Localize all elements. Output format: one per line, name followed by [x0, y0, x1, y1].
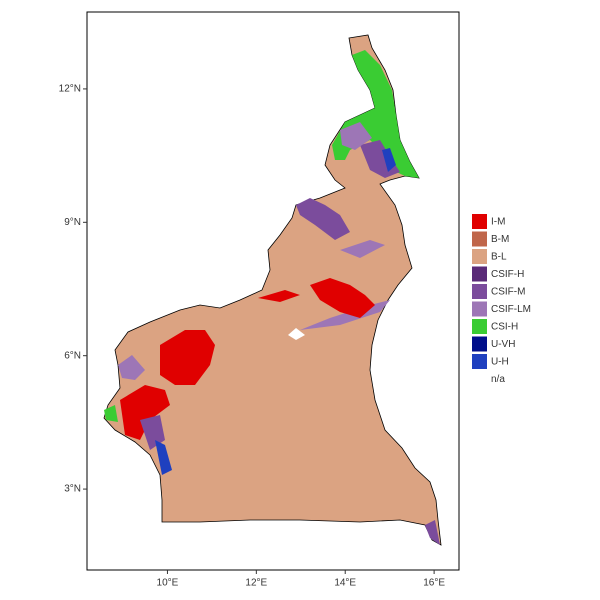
legend-swatch	[472, 336, 487, 352]
legend-label: n/a	[491, 374, 505, 385]
legend-label: CSI-H	[491, 322, 518, 333]
x-tick-label: 12°E	[245, 578, 267, 589]
area-csif-m	[140, 415, 165, 450]
legend-swatch	[472, 231, 487, 247]
legend-swatch	[472, 371, 487, 387]
legend-swatch	[472, 284, 487, 299]
x-tick-label: 14°E	[334, 578, 356, 589]
legend-label: U-H	[491, 357, 509, 368]
legend-swatch	[472, 266, 487, 282]
legend-swatch	[472, 301, 487, 317]
legend-swatch	[472, 214, 487, 229]
country-map	[103, 34, 442, 546]
legend-swatch	[472, 249, 487, 264]
area-na	[288, 328, 305, 340]
area-csif-lm	[340, 122, 372, 150]
area-csif-m	[425, 520, 440, 545]
y-tick-label: 3°N	[64, 484, 81, 495]
land-bl	[103, 34, 442, 546]
area-csif-lm	[340, 240, 385, 258]
area-csif-m	[296, 198, 350, 240]
legend-label: U-VH	[491, 339, 515, 350]
y-tick-label: 12°N	[59, 84, 81, 95]
legend: I-M B-M B-L CSIF-H CSIF-M CSIF-LM CSI-H U-VH U-H…	[472, 214, 531, 387]
y-tick-label: 9°N	[64, 217, 81, 228]
area-csif-lm	[118, 355, 145, 380]
legend-label: CSIF-H	[491, 269, 524, 280]
legend-label: I-M	[491, 217, 505, 228]
panel-border	[86, 11, 460, 571]
y-tick-label: 6°N	[64, 350, 81, 361]
legend-label: B-M	[491, 234, 509, 245]
area-u-h	[155, 440, 172, 475]
area-csi-h	[104, 405, 118, 422]
legend-label: B-L	[491, 252, 507, 263]
legend-label: CSIF-M	[491, 287, 525, 298]
legend-label: CSIF-LM	[491, 304, 531, 315]
area-i-m	[160, 330, 215, 385]
area-i-m	[310, 278, 375, 318]
axes: 10°E 12°E 14°E 16°E 3°N 6°N 9°N 12°N	[59, 84, 446, 589]
x-tick-label: 16°E	[423, 578, 445, 589]
area-i-m	[120, 385, 170, 440]
x-tick-label: 10°E	[157, 578, 179, 589]
legend-swatch	[472, 354, 487, 369]
area-u-h	[382, 148, 396, 172]
legend-swatch	[472, 319, 487, 334]
area-i-m	[258, 290, 300, 302]
